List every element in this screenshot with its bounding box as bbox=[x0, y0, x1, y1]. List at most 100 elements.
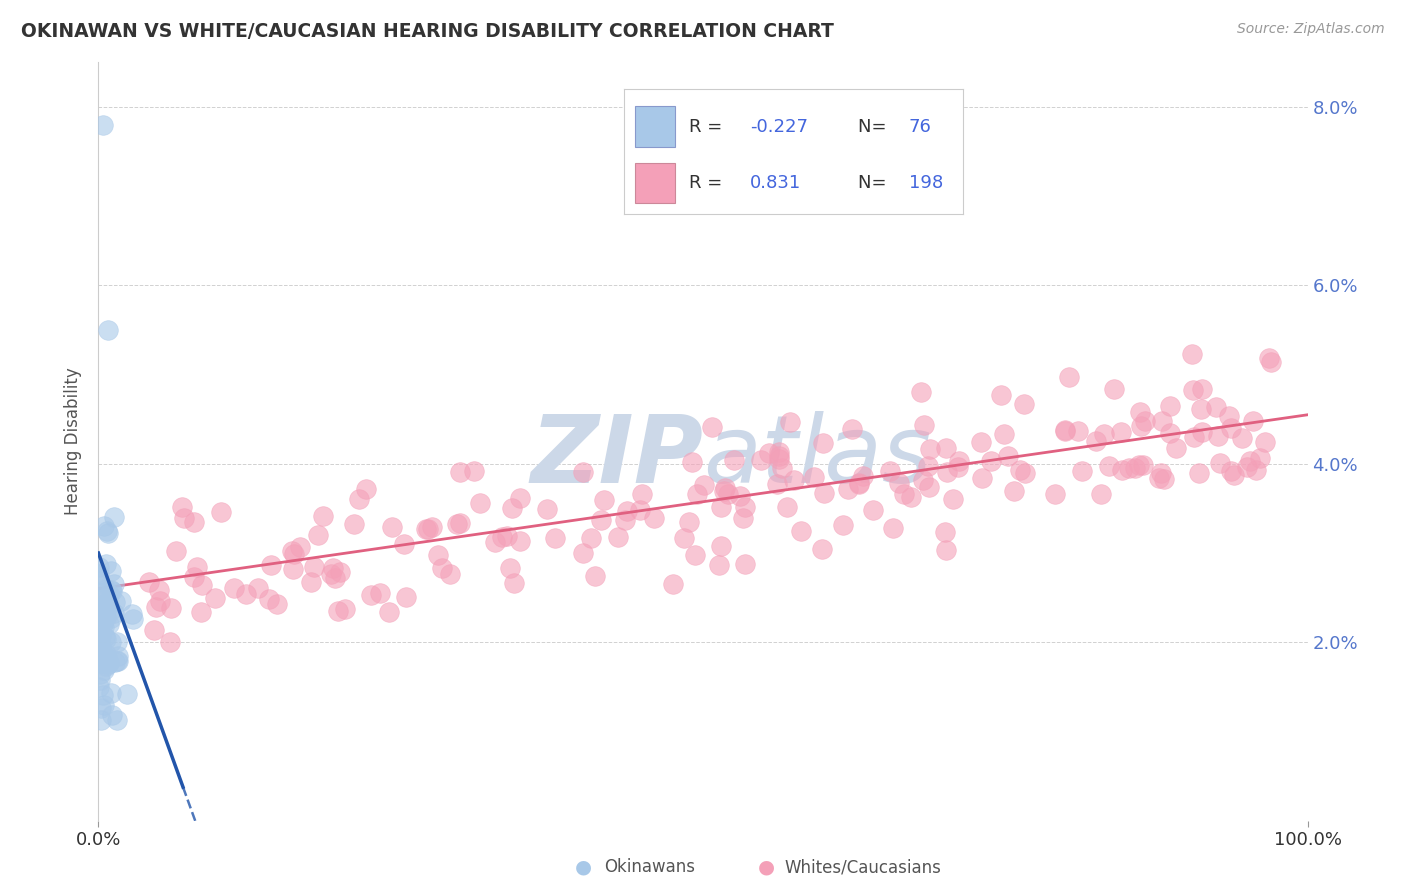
Point bbox=[683, 548, 706, 562]
Point bbox=[1149, 471, 1171, 485]
Point bbox=[1150, 414, 1173, 428]
Point bbox=[1181, 347, 1204, 361]
Point bbox=[1012, 397, 1035, 411]
Point bbox=[918, 480, 941, 494]
Point bbox=[837, 483, 859, 497]
Point bbox=[105, 713, 128, 727]
Point bbox=[439, 566, 461, 581]
Point bbox=[115, 687, 138, 701]
Point bbox=[970, 470, 993, 484]
Point bbox=[776, 500, 799, 514]
Point bbox=[96, 524, 118, 538]
Point bbox=[121, 607, 143, 621]
Point bbox=[593, 493, 616, 508]
Point bbox=[491, 530, 513, 544]
Point bbox=[103, 577, 125, 591]
Point bbox=[768, 452, 790, 467]
Point bbox=[354, 482, 377, 496]
Point bbox=[661, 577, 683, 591]
Point bbox=[281, 543, 304, 558]
Point bbox=[1159, 399, 1181, 413]
Point bbox=[100, 686, 122, 700]
Point bbox=[848, 477, 870, 491]
Point bbox=[509, 491, 531, 506]
Point bbox=[91, 657, 114, 671]
Point bbox=[900, 491, 922, 505]
Point bbox=[544, 531, 567, 545]
Point bbox=[100, 603, 122, 617]
Point bbox=[420, 520, 443, 534]
Point bbox=[96, 610, 118, 624]
Point bbox=[321, 566, 343, 581]
Point bbox=[145, 599, 167, 614]
Point bbox=[283, 547, 305, 561]
Point bbox=[395, 591, 418, 605]
Point bbox=[768, 450, 790, 464]
Point bbox=[1230, 431, 1253, 445]
Point bbox=[912, 473, 935, 487]
Point bbox=[148, 583, 170, 598]
Point bbox=[105, 654, 128, 668]
Point bbox=[681, 455, 703, 469]
Point bbox=[733, 511, 755, 525]
Text: OKINAWAN VS WHITE/CAUCASIAN HEARING DISABILITY CORRELATION CHART: OKINAWAN VS WHITE/CAUCASIAN HEARING DISA… bbox=[21, 22, 834, 41]
Point bbox=[686, 487, 709, 501]
Point bbox=[96, 584, 118, 599]
Point bbox=[101, 708, 124, 723]
Text: Source: ZipAtlas.com: Source: ZipAtlas.com bbox=[1237, 22, 1385, 37]
Point bbox=[831, 517, 853, 532]
Point bbox=[484, 535, 506, 549]
Point bbox=[449, 465, 471, 479]
Point bbox=[91, 603, 114, 617]
Point bbox=[714, 481, 737, 495]
Point bbox=[93, 698, 115, 712]
Point bbox=[98, 587, 121, 601]
Point bbox=[1128, 405, 1150, 419]
Point bbox=[97, 617, 120, 632]
Point bbox=[247, 581, 270, 595]
Point bbox=[1002, 484, 1025, 499]
Point bbox=[329, 566, 352, 580]
Point bbox=[172, 500, 194, 515]
Point bbox=[266, 597, 288, 611]
Point bbox=[98, 598, 121, 612]
Point bbox=[997, 450, 1019, 464]
Point bbox=[91, 657, 114, 671]
Point bbox=[628, 503, 651, 517]
Point bbox=[96, 632, 118, 646]
Point bbox=[811, 541, 834, 556]
Point bbox=[257, 591, 280, 606]
Point bbox=[536, 501, 558, 516]
Point bbox=[302, 559, 325, 574]
Point bbox=[813, 486, 835, 500]
Point bbox=[105, 634, 128, 648]
Point bbox=[728, 490, 751, 504]
Text: Whites/Caucasians: Whites/Caucasians bbox=[785, 858, 942, 876]
Point bbox=[93, 519, 115, 533]
Point bbox=[87, 566, 110, 581]
Point bbox=[89, 667, 111, 681]
Point bbox=[97, 323, 120, 337]
Point bbox=[378, 605, 401, 619]
Point bbox=[918, 442, 941, 457]
Point bbox=[89, 632, 111, 647]
Point bbox=[463, 464, 485, 478]
Point bbox=[100, 634, 122, 648]
Point bbox=[299, 574, 322, 589]
Point bbox=[90, 654, 112, 668]
Point bbox=[90, 640, 112, 655]
Point bbox=[579, 531, 602, 545]
Point bbox=[100, 564, 122, 578]
Point bbox=[841, 422, 863, 436]
Point bbox=[879, 464, 901, 478]
Point bbox=[813, 436, 835, 450]
Point bbox=[89, 560, 111, 574]
Point bbox=[917, 458, 939, 473]
Point bbox=[1218, 409, 1240, 424]
Point bbox=[470, 496, 492, 510]
Point bbox=[1071, 464, 1094, 478]
Point bbox=[614, 513, 637, 527]
Point bbox=[893, 487, 915, 501]
Point bbox=[89, 586, 111, 600]
Point bbox=[96, 651, 118, 665]
